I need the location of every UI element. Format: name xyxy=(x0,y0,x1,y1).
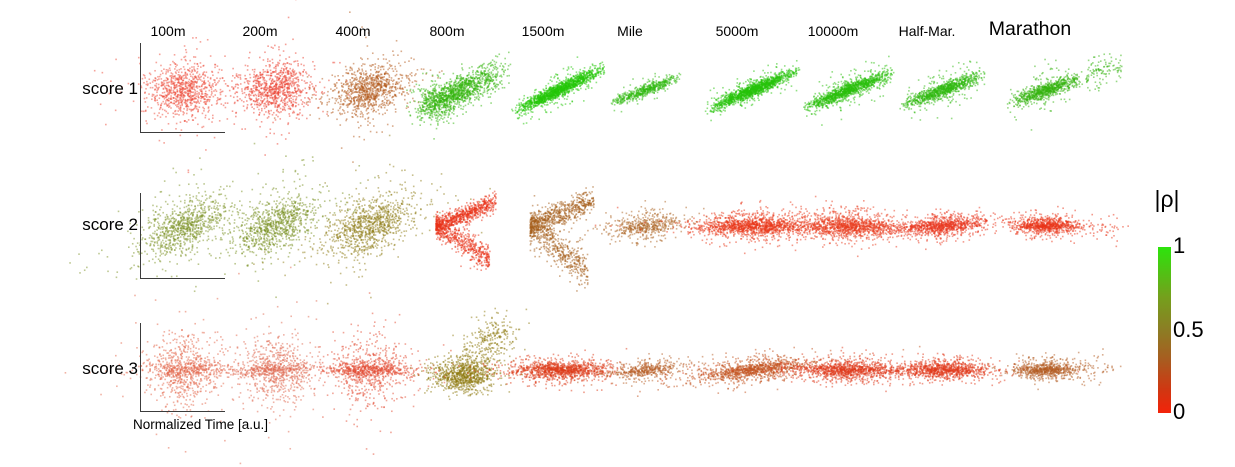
column-header-100m: 100m xyxy=(150,23,186,39)
column-header-half-mar-: Half-Mar. xyxy=(898,23,956,39)
column-header-400m: 400m xyxy=(335,23,371,39)
column-header-1500m: 1500m xyxy=(521,23,565,39)
colorbar-label: |ρ| xyxy=(1154,186,1180,212)
colorbar-tick-0p5: 0.5 xyxy=(1173,317,1204,342)
colorbar-gradient xyxy=(1158,247,1171,413)
row-label-score-2: score 2 xyxy=(82,215,138,234)
column-header-marathon: Marathon xyxy=(988,18,1072,40)
x-axis-label: Normalized Time [a.u.] xyxy=(133,417,269,432)
row-axis-score-2 xyxy=(140,193,225,279)
colorbar-tick-0: 0 xyxy=(1173,399,1186,424)
row-axis-score-3 xyxy=(140,323,225,412)
column-header-10000m: 10000m xyxy=(807,23,859,39)
colorbar-tick-1: 1 xyxy=(1173,233,1186,258)
row-label-score-1: score 1 xyxy=(82,79,138,98)
row-label-score-3: score 3 xyxy=(82,359,138,378)
column-header-800m: 800m xyxy=(429,23,465,39)
column-header-5000m: 5000m xyxy=(715,23,759,39)
column-header-mile: Mile xyxy=(617,23,643,39)
row-axis-score-1 xyxy=(140,43,225,133)
column-header-200m: 200m xyxy=(242,23,278,39)
